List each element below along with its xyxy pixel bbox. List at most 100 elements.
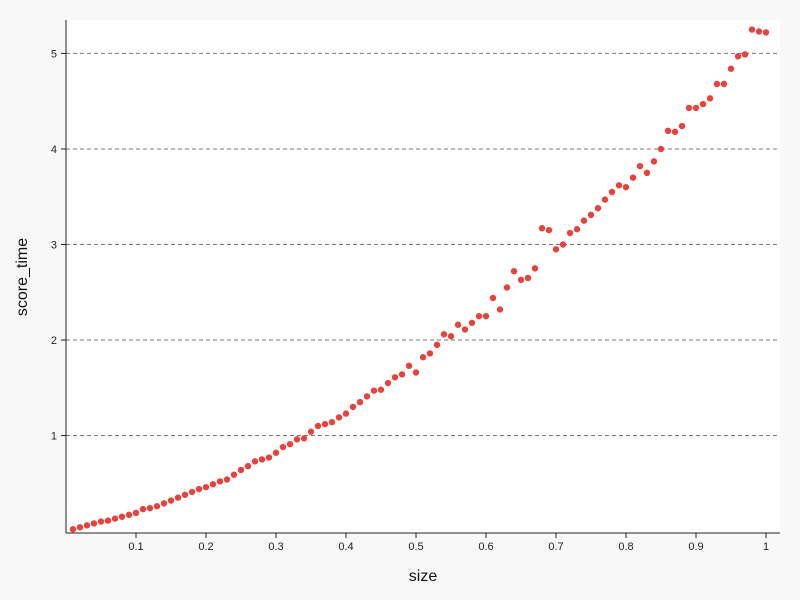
data-point: [588, 212, 594, 218]
data-point: [350, 404, 356, 410]
data-point: [315, 423, 321, 429]
data-point: [112, 515, 118, 521]
data-point: [329, 419, 335, 425]
data-point: [497, 306, 503, 312]
data-point: [616, 182, 622, 188]
data-point: [378, 387, 384, 393]
data-point: [420, 354, 426, 360]
data-point: [448, 333, 454, 339]
x-tick-label: 0.3: [268, 541, 283, 553]
data-point: [714, 81, 720, 87]
data-point: [280, 444, 286, 450]
data-point: [476, 313, 482, 319]
data-point: [245, 463, 251, 469]
data-point: [168, 497, 174, 503]
data-point: [308, 429, 314, 435]
x-tick-label: 0.9: [688, 541, 703, 553]
data-point: [490, 295, 496, 301]
data-point: [77, 524, 83, 530]
data-point: [210, 481, 216, 487]
data-point: [686, 105, 692, 111]
data-point: [343, 410, 349, 416]
data-point: [637, 163, 643, 169]
data-point: [336, 414, 342, 420]
data-point: [224, 476, 230, 482]
data-point: [252, 458, 258, 464]
data-point: [455, 322, 461, 328]
data-point: [679, 123, 685, 129]
x-tick-label: 0.1: [128, 541, 143, 553]
data-point: [658, 146, 664, 152]
data-point: [189, 489, 195, 495]
y-axis-title: score_time: [14, 238, 31, 316]
data-point: [154, 503, 160, 509]
data-point: [287, 441, 293, 447]
data-point: [630, 174, 636, 180]
data-point: [126, 512, 132, 518]
data-point: [595, 205, 601, 211]
data-point: [301, 435, 307, 441]
y-tick-label: 2: [51, 335, 57, 347]
data-point: [294, 436, 300, 442]
data-point: [567, 230, 573, 236]
data-point: [91, 520, 97, 526]
data-point: [175, 494, 181, 500]
data-point: [651, 158, 657, 164]
data-point: [203, 484, 209, 490]
data-point: [406, 363, 412, 369]
x-axis-title: size: [409, 568, 438, 585]
data-point: [427, 350, 433, 356]
data-point: [665, 128, 671, 134]
data-point: [371, 387, 377, 393]
data-point: [546, 227, 552, 233]
x-tick-label: 0.7: [548, 541, 563, 553]
x-tick-label: 0.6: [478, 541, 493, 553]
data-point: [70, 526, 76, 532]
data-point: [693, 105, 699, 111]
data-point: [735, 53, 741, 59]
data-point: [392, 374, 398, 380]
y-tick-label: 5: [51, 48, 57, 60]
data-point: [742, 51, 748, 57]
data-point: [413, 369, 419, 375]
data-point: [231, 472, 237, 478]
data-point: [483, 313, 489, 319]
data-point: [364, 393, 370, 399]
data-point: [462, 326, 468, 332]
data-point: [623, 184, 629, 190]
data-point: [399, 371, 405, 377]
data-point: [560, 241, 566, 247]
data-point: [749, 26, 755, 32]
y-tick-label: 3: [51, 239, 57, 251]
y-tick-label: 4: [51, 144, 57, 156]
data-point: [728, 66, 734, 72]
data-point: [721, 81, 727, 87]
data-point: [574, 226, 580, 232]
data-point: [434, 342, 440, 348]
data-point: [644, 170, 650, 176]
data-point: [266, 454, 272, 460]
x-tick-label: 0.4: [338, 541, 353, 553]
data-point: [756, 28, 762, 34]
data-point: [84, 522, 90, 528]
x-tick-label: 1: [763, 541, 769, 553]
data-point: [273, 450, 279, 456]
data-point: [182, 492, 188, 498]
data-point: [518, 277, 524, 283]
data-point: [119, 514, 125, 520]
data-point: [700, 101, 706, 107]
data-point: [553, 246, 559, 252]
data-point: [385, 380, 391, 386]
data-point: [105, 517, 111, 523]
data-point: [707, 95, 713, 101]
data-point: [469, 320, 475, 326]
y-tick-label: 1: [51, 431, 57, 443]
data-point: [581, 217, 587, 223]
data-point: [763, 29, 769, 35]
data-point: [609, 189, 615, 195]
x-tick-label: 0.8: [618, 541, 633, 553]
data-point: [602, 196, 608, 202]
data-point: [259, 456, 265, 462]
data-point: [196, 486, 202, 492]
data-point: [357, 399, 363, 405]
